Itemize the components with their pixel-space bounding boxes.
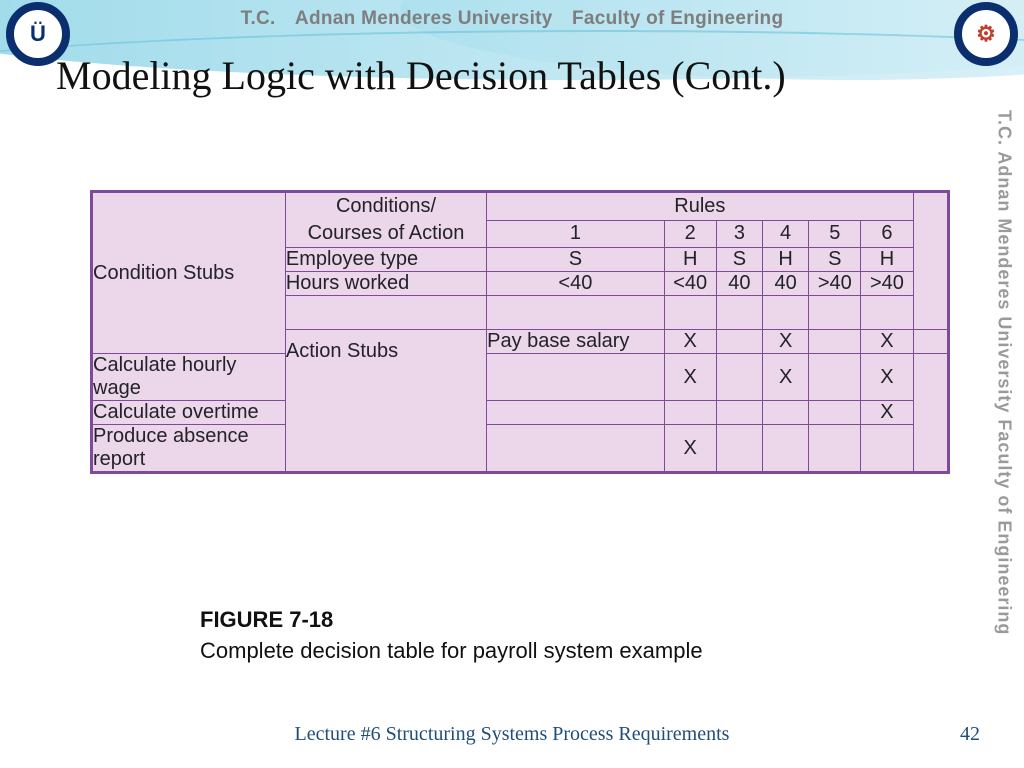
action-row: Calculate overtime X [92, 401, 949, 425]
rule-number: 2 [664, 220, 716, 247]
action-cell [716, 425, 762, 473]
action-cell: X [664, 425, 716, 473]
action-cell [716, 354, 762, 401]
logo-glyph-left: Ü [30, 21, 46, 47]
condition-cell: 40 [763, 272, 809, 296]
side-watermark-strip: T.C. Adnan Menderes University Faculty o… [984, 100, 1024, 720]
condition-cell: H [763, 248, 809, 272]
action-cell: X [664, 330, 716, 354]
action-cell: X [861, 330, 913, 354]
condition-stubs-label: Condition Stubs [93, 262, 234, 284]
action-cell [487, 401, 665, 425]
rule-number: 6 [861, 220, 913, 247]
logo-glyph-right: ⚙ [976, 21, 996, 47]
action-cell: X [664, 354, 716, 401]
action-cell [664, 401, 716, 425]
condition-cell: S [716, 248, 762, 272]
rules-header: Rules [487, 192, 913, 221]
action-row: Produce absence report X [92, 425, 949, 473]
action-cell [716, 401, 762, 425]
action-cell [913, 330, 948, 354]
action-cell [861, 425, 913, 473]
decision-table: Condition Stubs Conditions/ Courses of A… [90, 190, 950, 474]
slide-title: Modeling Logic with Decision Tables (Con… [56, 52, 786, 99]
action-cell: X [861, 354, 913, 401]
logo-inner: Ü [18, 14, 58, 54]
action-cell [763, 425, 809, 473]
action-cell [809, 354, 861, 401]
table-header-row-1: Condition Stubs Conditions/ Courses of A… [92, 192, 949, 221]
conditions-courses-header: Conditions/ Courses of Action [285, 192, 486, 248]
action-cell [716, 330, 762, 354]
action-cell [487, 354, 665, 401]
action-cell: X [763, 330, 809, 354]
action-row: Calculate hourly wage X X X [92, 354, 949, 401]
condition-cell: H [861, 248, 913, 272]
action-label: Produce absence report [92, 425, 286, 473]
logo-inner: ⚙ [966, 14, 1006, 54]
rule-number: 4 [763, 220, 809, 247]
figure-caption: FIGURE 7-18 Complete decision table for … [200, 605, 703, 667]
condition-label: Employee type [285, 248, 486, 272]
action-cell: X [763, 354, 809, 401]
footer-page-number: 42 [960, 723, 980, 746]
condition-cell: >40 [809, 272, 861, 296]
action-label: Pay base salary [487, 330, 665, 354]
figure-label: FIGURE 7-18 [200, 607, 333, 632]
action-cell [809, 330, 861, 354]
action-stubs-label: Action Stubs [286, 340, 398, 362]
action-cell [809, 401, 861, 425]
condition-label: Hours worked [285, 272, 486, 296]
action-cell [487, 425, 665, 473]
condition-cell: H [664, 248, 716, 272]
header-institution-line: T.C. Adnan Menderes University Faculty o… [0, 8, 1024, 30]
condition-cell: S [487, 248, 665, 272]
rule-number: 5 [809, 220, 861, 247]
action-cell [809, 425, 861, 473]
condition-cell: S [809, 248, 861, 272]
action-label: Calculate hourly wage [92, 354, 286, 401]
action-cell [763, 401, 809, 425]
side-watermark-text: T.C. Adnan Menderes University Faculty o… [994, 100, 1015, 635]
condition-cell: >40 [861, 272, 913, 296]
rule-number: 3 [716, 220, 762, 247]
conditions-header-line2: Courses of Action [308, 222, 465, 244]
condition-cell: <40 [487, 272, 665, 296]
action-label: Calculate overtime [92, 401, 286, 425]
condition-cell: 40 [716, 272, 762, 296]
slide: T.C. Adnan Menderes University Faculty o… [0, 0, 1024, 768]
footer-lecture-title: Lecture #6 Structuring Systems Process R… [0, 723, 1024, 746]
conditions-header-line1: Conditions/ [336, 195, 436, 217]
rule-number: 1 [487, 220, 665, 247]
faculty-logo-right: ⚙ [954, 2, 1018, 66]
figure-caption-text: Complete decision table for payroll syst… [200, 638, 703, 663]
action-cell: X [861, 401, 913, 425]
condition-cell: <40 [664, 272, 716, 296]
